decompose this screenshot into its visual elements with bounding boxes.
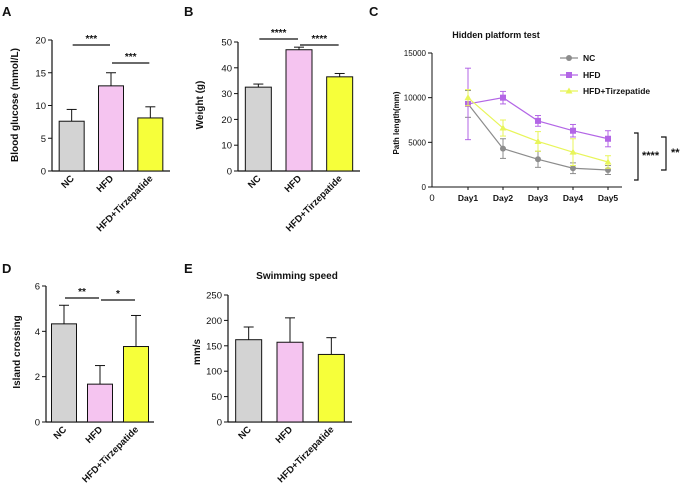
point-nc bbox=[570, 165, 576, 172]
y-tick-label-c: 5000 bbox=[408, 138, 426, 147]
x-tick-label-d: NC bbox=[52, 424, 70, 442]
y-axis-label-b: Weight (g) bbox=[195, 81, 206, 130]
significance-label-d: ** bbox=[78, 287, 86, 298]
significance-label-b: **** bbox=[312, 34, 328, 45]
bar-a bbox=[58, 120, 85, 172]
significance-label-a: *** bbox=[125, 52, 137, 63]
y-axis-label-d: Island crossing bbox=[12, 315, 23, 388]
point-hfd-tirzepatide bbox=[569, 148, 577, 155]
y-tick-label-b: 20 bbox=[221, 115, 232, 126]
significance-bracket-c bbox=[634, 132, 639, 181]
y-tick-label-e: 250 bbox=[206, 291, 222, 302]
point-hfd bbox=[570, 127, 576, 134]
y-tick-label-e: 50 bbox=[211, 392, 222, 403]
y-axis-label-a: Blood glucose (mmol/L) bbox=[10, 48, 21, 162]
y-tick-label-d: 4 bbox=[35, 327, 40, 338]
legend-marker-nc bbox=[566, 55, 572, 61]
x-tick-label-c: Day5 bbox=[598, 193, 619, 203]
panel-label-c: C bbox=[369, 4, 379, 19]
y-tick-label-a: 0 bbox=[41, 167, 46, 178]
point-hfd bbox=[500, 94, 506, 101]
chart-title-c: Hidden platform test bbox=[452, 30, 540, 40]
bar-e bbox=[235, 339, 263, 423]
point-nc bbox=[500, 145, 506, 152]
point-hfd-tirzepatide bbox=[464, 94, 472, 101]
x-tick-label-b: NC bbox=[246, 173, 264, 191]
chart-title-e: Swimming speed bbox=[256, 271, 338, 282]
bar-a bbox=[98, 85, 124, 172]
significance-label-c-2: ** bbox=[671, 147, 680, 159]
legend-marker-tirz bbox=[565, 87, 573, 94]
y-tick-label-e: 0 bbox=[217, 418, 222, 429]
point-hfd bbox=[535, 117, 541, 124]
significance-label-b: **** bbox=[271, 28, 287, 39]
panel-label-b: B bbox=[184, 4, 193, 19]
y-tick-label-a: 15 bbox=[35, 68, 46, 79]
y-tick-label-a: 5 bbox=[41, 134, 46, 145]
bar-e bbox=[317, 353, 345, 423]
x-tick-label-b: HFD bbox=[283, 173, 305, 195]
y-tick-label-a: 10 bbox=[35, 101, 46, 112]
bar-d bbox=[87, 383, 113, 423]
significance-label-d: * bbox=[116, 289, 120, 300]
legend-c: NC HFD HFD+Tirzepatide bbox=[560, 53, 650, 96]
panel-label-a: A bbox=[2, 4, 12, 19]
point-nc bbox=[535, 156, 541, 163]
bar-e bbox=[276, 341, 304, 423]
x-tick-label-c: Day4 bbox=[563, 193, 584, 203]
y-tick-label-b: 40 bbox=[221, 63, 232, 74]
bar-b bbox=[244, 86, 272, 172]
point-hfd-tirzepatide bbox=[534, 137, 542, 144]
y-tick-label-e: 150 bbox=[206, 341, 222, 352]
y-tick-label-d: 0 bbox=[35, 418, 40, 429]
legend-label-nc: NC bbox=[583, 53, 595, 63]
significance-label-a: *** bbox=[85, 34, 97, 45]
x-tick-label-c: Day1 bbox=[458, 193, 479, 203]
legend-label-tirz: HFD+Tirzepatide bbox=[583, 86, 650, 96]
y-tick-label-b: 30 bbox=[221, 89, 232, 100]
y-tick-label-b: 50 bbox=[221, 38, 232, 49]
significance-label-c-1: **** bbox=[642, 150, 660, 162]
point-hfd-tirzepatide bbox=[499, 124, 507, 131]
y-tick-label-e: 100 bbox=[206, 367, 222, 378]
x-tick-label-c: Day3 bbox=[528, 193, 549, 203]
y-tick-label-c: 15000 bbox=[404, 49, 427, 58]
x-tick-label-a: HFD bbox=[95, 173, 117, 195]
x-tick-label-a: NC bbox=[59, 173, 77, 191]
y-tick-label-d: 2 bbox=[35, 372, 40, 383]
panel-label-e: E bbox=[184, 261, 193, 276]
bar-a bbox=[137, 117, 164, 172]
x-zero-label-c: 0 bbox=[429, 193, 434, 204]
x-tick-label-c: Day2 bbox=[493, 193, 514, 203]
point-hfd-tirzepatide bbox=[604, 158, 612, 165]
x-tick-label-e: HFD bbox=[274, 424, 296, 446]
x-tick-label-e: NC bbox=[236, 424, 254, 442]
bar-d bbox=[51, 323, 77, 423]
point-hfd bbox=[605, 135, 611, 142]
y-tick-label-b: 0 bbox=[227, 167, 232, 178]
y-axis-label-e: mm/s bbox=[192, 339, 203, 366]
x-tick-label-d: HFD bbox=[84, 424, 106, 446]
y-tick-label-a: 20 bbox=[35, 36, 46, 47]
y-tick-label-c: 0 bbox=[422, 183, 427, 192]
bar-b bbox=[326, 76, 354, 172]
y-tick-label-d: 6 bbox=[35, 282, 40, 293]
y-axis-label-c: Path length(mm) bbox=[392, 91, 401, 154]
legend-label-hfd: HFD bbox=[583, 70, 600, 80]
bar-d bbox=[123, 346, 149, 423]
panel-label-d: D bbox=[2, 261, 11, 276]
y-tick-label-b: 10 bbox=[221, 141, 232, 152]
y-tick-label-e: 200 bbox=[206, 316, 222, 327]
bar-b bbox=[285, 49, 313, 172]
y-tick-label-c: 10000 bbox=[404, 94, 427, 103]
legend-marker-hfd bbox=[566, 72, 572, 78]
significance-bracket-c bbox=[661, 136, 667, 171]
